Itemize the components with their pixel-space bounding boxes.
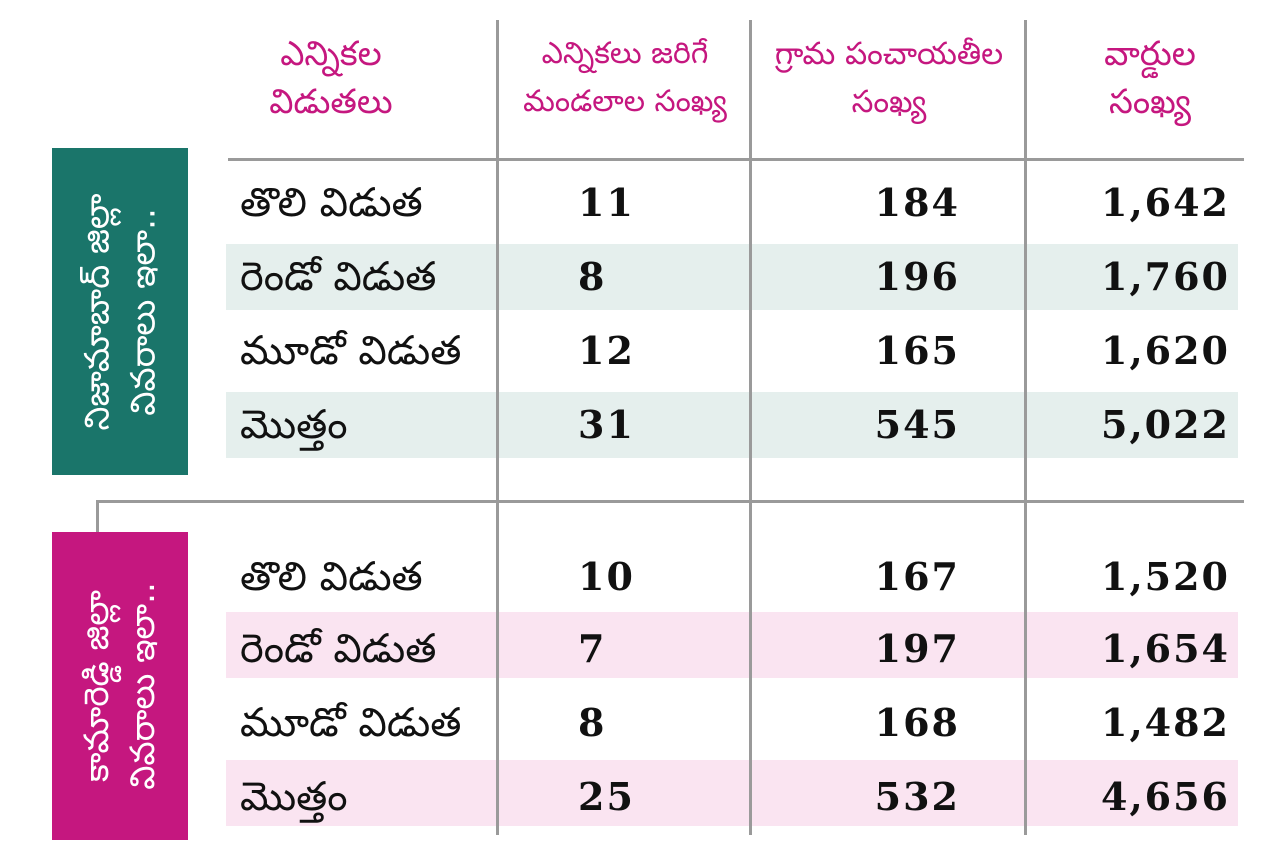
panchayats-value: 168 — [874, 700, 960, 745]
phase-label: మూడో విడుత — [240, 700, 462, 746]
wards-value: 1,620 — [1101, 328, 1230, 373]
wards-value: 1,654 — [1101, 626, 1230, 671]
panchayats-value: 532 — [874, 774, 960, 819]
header-line: వార్డుల — [1104, 34, 1196, 74]
panchayats-value: 197 — [874, 626, 960, 671]
phase-label: రెండో విడుత — [240, 626, 437, 672]
phase-label: మొత్తం — [240, 402, 348, 448]
mandals-value: 25 — [578, 774, 635, 819]
district-label-line: కామారెడ్డి జిల్లా — [77, 590, 117, 782]
header-line: ఎన్నికలు జరిగే — [541, 36, 709, 71]
column-divider — [496, 20, 499, 835]
mandals-value: 8 — [578, 700, 607, 745]
row-band — [226, 612, 1238, 678]
district-label-line: వివరాలు ఇలా.. — [123, 207, 164, 416]
panchayats-value: 165 — [874, 328, 960, 373]
panchayats-value: 184 — [874, 180, 960, 225]
section-divider — [96, 500, 1244, 503]
header-line: గ్రామ పంచాయతీల — [774, 36, 1004, 72]
phase-label: మొత్తం — [240, 774, 348, 820]
row-band — [226, 760, 1238, 826]
mandals-value: 31 — [578, 402, 635, 447]
wards-value: 1,760 — [1101, 254, 1230, 299]
wards-value: 1,482 — [1101, 700, 1230, 745]
phase-label: మూడో విడుత — [240, 328, 462, 374]
section-connector — [96, 500, 99, 534]
header-line: ఎన్నికల — [280, 34, 382, 74]
mandals-value: 8 — [578, 254, 607, 299]
wards-value: 5,022 — [1101, 402, 1230, 447]
district-label-nizamabad: నిజామాబాద్ జిల్లా వివరాలు ఇలా.. — [52, 148, 188, 475]
header-line: సంఖ్య — [1109, 82, 1191, 122]
header-line: విడుతలు — [269, 82, 393, 122]
row-band — [226, 392, 1238, 458]
header-election-phases: ఎన్నికల విడుతలు — [236, 30, 426, 126]
district-label-line: వివరాలు ఇలా.. — [123, 582, 163, 790]
row-band — [226, 244, 1238, 310]
phase-label: రెండో విడుత — [240, 254, 437, 300]
column-divider — [749, 20, 752, 835]
panchayats-value: 196 — [874, 254, 960, 299]
mandals-value: 10 — [578, 554, 635, 599]
district-label-line: నిజామాబాద్ జిల్లా — [77, 193, 118, 430]
mandals-value: 12 — [578, 328, 635, 373]
wards-value: 4,656 — [1101, 774, 1230, 819]
panchayats-value: 167 — [874, 554, 960, 599]
wards-value: 1,520 — [1101, 554, 1230, 599]
header-mandals-count: ఎన్నికలు జరిగే మండలాల సంఖ్య — [505, 30, 745, 126]
header-divider — [228, 158, 1244, 161]
header-line: మండలాల సంఖ్య — [523, 84, 727, 119]
panchayats-value: 545 — [874, 402, 960, 447]
wards-value: 1,642 — [1101, 180, 1230, 225]
phase-label: తొలి విడుత — [240, 554, 423, 600]
phase-label: తొలి విడుత — [240, 180, 423, 226]
header-wards-count: వార్డుల సంఖ్య — [1060, 30, 1240, 126]
mandals-value: 7 — [578, 626, 607, 671]
header-line: సంఖ్య — [851, 84, 927, 120]
header-panchayats-count: గ్రామ పంచాయతీల సంఖ్య — [760, 30, 1018, 126]
mandals-value: 11 — [578, 180, 635, 225]
column-divider — [1024, 20, 1027, 835]
district-label-kamareddy: కామారెడ్డి జిల్లా వివరాలు ఇలా.. — [52, 532, 188, 840]
